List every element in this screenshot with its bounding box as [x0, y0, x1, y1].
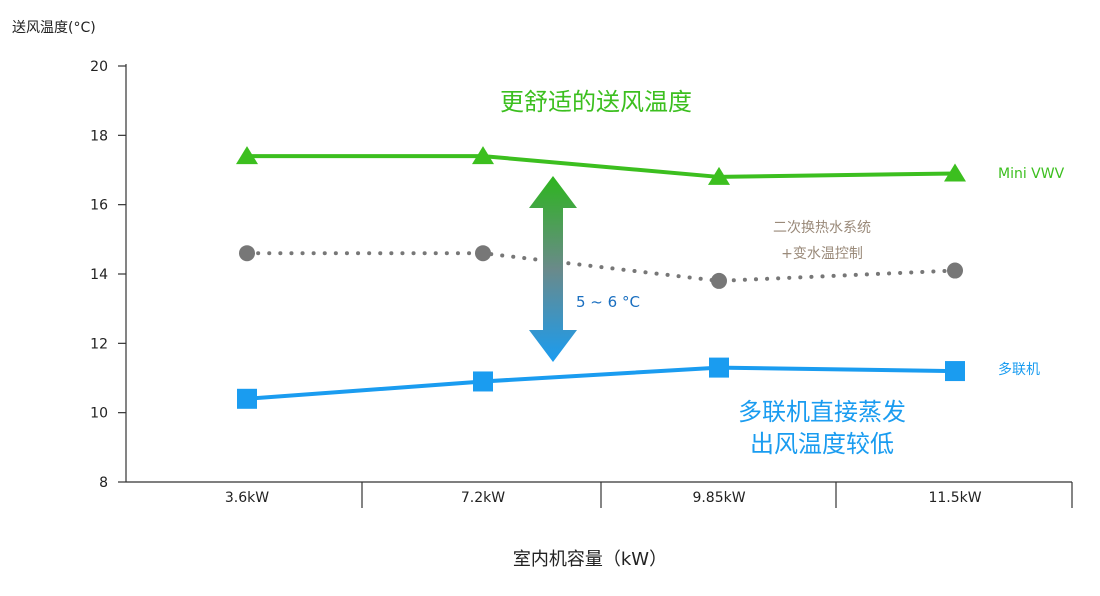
- legend-label-mini-vwv: Mini VWV: [998, 166, 1065, 182]
- top-heading: 更舒适的送风温度: [500, 88, 692, 116]
- difference-arrow-shape: [529, 176, 577, 362]
- y-tick-label: 16: [90, 198, 108, 214]
- y-ticks: 8 10 12 14 16 18 20: [90, 59, 126, 491]
- x-tick-label: 7.2kW: [461, 490, 505, 506]
- y-tick-label: 10: [90, 406, 108, 422]
- y-tick-label: 18: [90, 128, 108, 144]
- x-tick-label: 11.5kW: [928, 490, 981, 506]
- x-tick-label: 3.6kW: [225, 490, 269, 506]
- series-layer: [236, 146, 966, 409]
- y-tick-label: 14: [90, 267, 108, 283]
- data-point-triangle: [472, 146, 494, 165]
- series-line-0: [247, 154, 956, 179]
- x-axis-label: 室内机容量（kW）: [513, 549, 667, 570]
- blue-heading-line1: 多联机直接蒸发: [738, 398, 906, 426]
- y-tick-label: 20: [90, 59, 108, 75]
- blue-heading-line2: 出风温度较低: [750, 430, 894, 458]
- data-point-triangle: [944, 163, 966, 182]
- y-axis-label: 送风温度(°C): [12, 20, 96, 36]
- x-ticks: 3.6kW 7.2kW 9.85kW 11.5kW: [225, 482, 1073, 508]
- data-point-circle: [711, 272, 727, 289]
- y-tick-label: 12: [90, 336, 108, 352]
- data-point-square: [709, 357, 729, 378]
- x-tick-label: 9.85kW: [692, 490, 745, 506]
- legend-label-duolianji: 多联机: [998, 361, 1040, 378]
- series-line-2: [246, 365, 956, 401]
- difference-label: 5 ~ 6 °C: [576, 293, 640, 311]
- gray-note-line2: +变水温控制: [781, 246, 863, 262]
- difference-arrow: [529, 176, 577, 362]
- data-point-circle: [475, 245, 491, 262]
- data-point-circle: [239, 245, 255, 262]
- data-point-triangle: [236, 146, 258, 165]
- gray-note-line1: 二次换热水系统: [773, 219, 871, 236]
- data-point-square: [473, 371, 493, 392]
- data-point-square: [237, 388, 257, 409]
- data-point-circle: [947, 262, 963, 279]
- series-line-1: [245, 251, 957, 283]
- y-tick-label: 8: [99, 475, 108, 491]
- data-point-square: [945, 361, 965, 382]
- data-point-triangle: [708, 166, 730, 185]
